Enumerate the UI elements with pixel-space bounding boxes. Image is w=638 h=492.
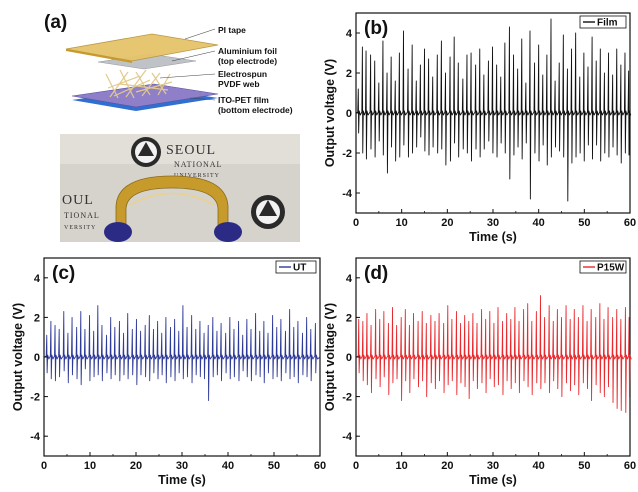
x-tick-label-c-0: 0 [41,460,47,472]
panel-letter-c: (c) [52,263,75,284]
x-tick-label-b-0: 0 [353,217,359,229]
ito-pet-layer [71,83,219,108]
x-tick-label-c-50: 50 [268,460,280,472]
signal-trace-d [355,295,632,413]
y-tick-label-c-4: 4 [34,273,41,285]
photo-text-seoul: SEOUL [166,143,216,158]
legend-label-b: Film [597,18,618,29]
label-electrospun-pvdf: Electrospun PVDF web [218,69,270,89]
device-photo: SEOUL NATIONAL UNIVERSITY OUL TIONAL VER… [60,134,300,242]
x-tick-label-d-0: 0 [353,460,359,472]
chart-panel-d: 0 10 20 30 40 50 60 -4 -2 0 2 4 Time (s) Output volta… [323,257,636,487]
x-tick-label-b-20: 20 [441,217,453,229]
pi-tape-layer [65,33,219,62]
x-tick-label-d-20: 20 [441,460,453,472]
x-tick-label-d-40: 40 [533,460,545,472]
x-tick-label-b-10: 10 [396,217,408,229]
photo-text-versity: VERSITY [64,225,96,231]
legend-label-c: UT [293,263,306,274]
x-tick-label-b-50: 50 [578,217,590,229]
panel-letter-d: (d) [364,263,388,284]
x-tick-label-d-50: 50 [578,460,590,472]
y-tick-label-b--2: -2 [342,148,352,160]
y-tick-label-d--2: -2 [342,392,352,404]
y-axis-title-d: Output voltage (V) [323,303,337,411]
x-tick-label-c-30: 30 [176,460,188,472]
panel-a: (a) [44,12,300,242]
x-axis-title-b: Time (s) [469,230,517,244]
legend-box-b [579,15,627,29]
y-tick-label-c-2: 2 [34,312,40,324]
x-tick-label-c-40: 40 [222,460,234,472]
x-axis-title-d: Time (s) [469,473,517,487]
pi-tape-edge [66,49,132,63]
x-tick-label-d-30: 30 [487,460,499,472]
x-tick-label-d-60: 60 [624,460,636,472]
y-tick-label-d-2: 2 [346,312,352,324]
legend-label-d: P15W [597,263,625,274]
photo-text-tional: TIONAL [64,211,100,220]
signal-trace-b [355,18,632,202]
y-tick-label-c-0: 0 [34,352,40,364]
photo-text-national: NATIONAL [174,160,222,169]
y-tick-label-b--4: -4 [342,188,353,200]
device-schematic: PI tape Aluminium foil (top electrode) E… [65,25,293,115]
y-tick-label-c--2: -2 [30,392,40,404]
y-tick-label-c--4: -4 [30,431,41,443]
y-tick-label-d--4: -4 [342,431,353,443]
signal-trace-c [43,305,321,402]
chart-panel-c: 0 10 20 30 40 50 60 -4 -2 0 2 4 Time (s) Output volta… [11,257,326,487]
university-seal-top [131,137,161,167]
photo-highlight [60,134,300,164]
label-aluminium-foil: Aluminium foil (top electrode) [218,46,279,66]
x-axis-title-c: Time (s) [158,473,206,487]
panel-letter-b: (b) [364,18,388,39]
label-pi-tape: PI tape [218,25,246,35]
glove-left [104,222,132,242]
x-tick-label-b-30: 30 [487,217,499,229]
y-tick-label-d-4: 4 [346,273,353,285]
y-axis-title-b: Output voltage (V) [323,59,337,167]
x-tick-label-b-60: 60 [624,217,636,229]
x-tick-label-c-60: 60 [314,460,326,472]
x-tick-label-d-10: 10 [396,460,408,472]
photo-text-oul: OUL [62,193,94,208]
y-tick-label-b-2: 2 [346,68,352,80]
y-tick-label-b-0: 0 [346,108,352,120]
film-sheen [129,192,215,206]
label-ito-pet: ITO-PET film (bottom electrode) [218,95,293,115]
leader-lines [159,28,216,101]
photo-text-university: UNIVERSITY [174,173,220,179]
legend-box-c [275,260,317,274]
x-tick-label-c-10: 10 [84,460,96,472]
university-seal-bottom [251,195,285,229]
y-tick-label-b-4: 4 [346,28,353,40]
y-tick-label-d-0: 0 [346,352,352,364]
x-tick-label-c-20: 20 [130,460,142,472]
x-tick-label-b-40: 40 [533,217,545,229]
pvdf-web-fibers [105,69,173,99]
y-axis-title-c: Output voltage (V) [11,303,25,411]
legend-box-d [579,260,627,274]
panel-a-letter: (a) [44,12,67,33]
glove-right [214,222,242,242]
chart-panel-b: 0 10 20 30 40 50 60 -4 -2 0 2 4 Time (s) Output volta… [323,12,636,244]
